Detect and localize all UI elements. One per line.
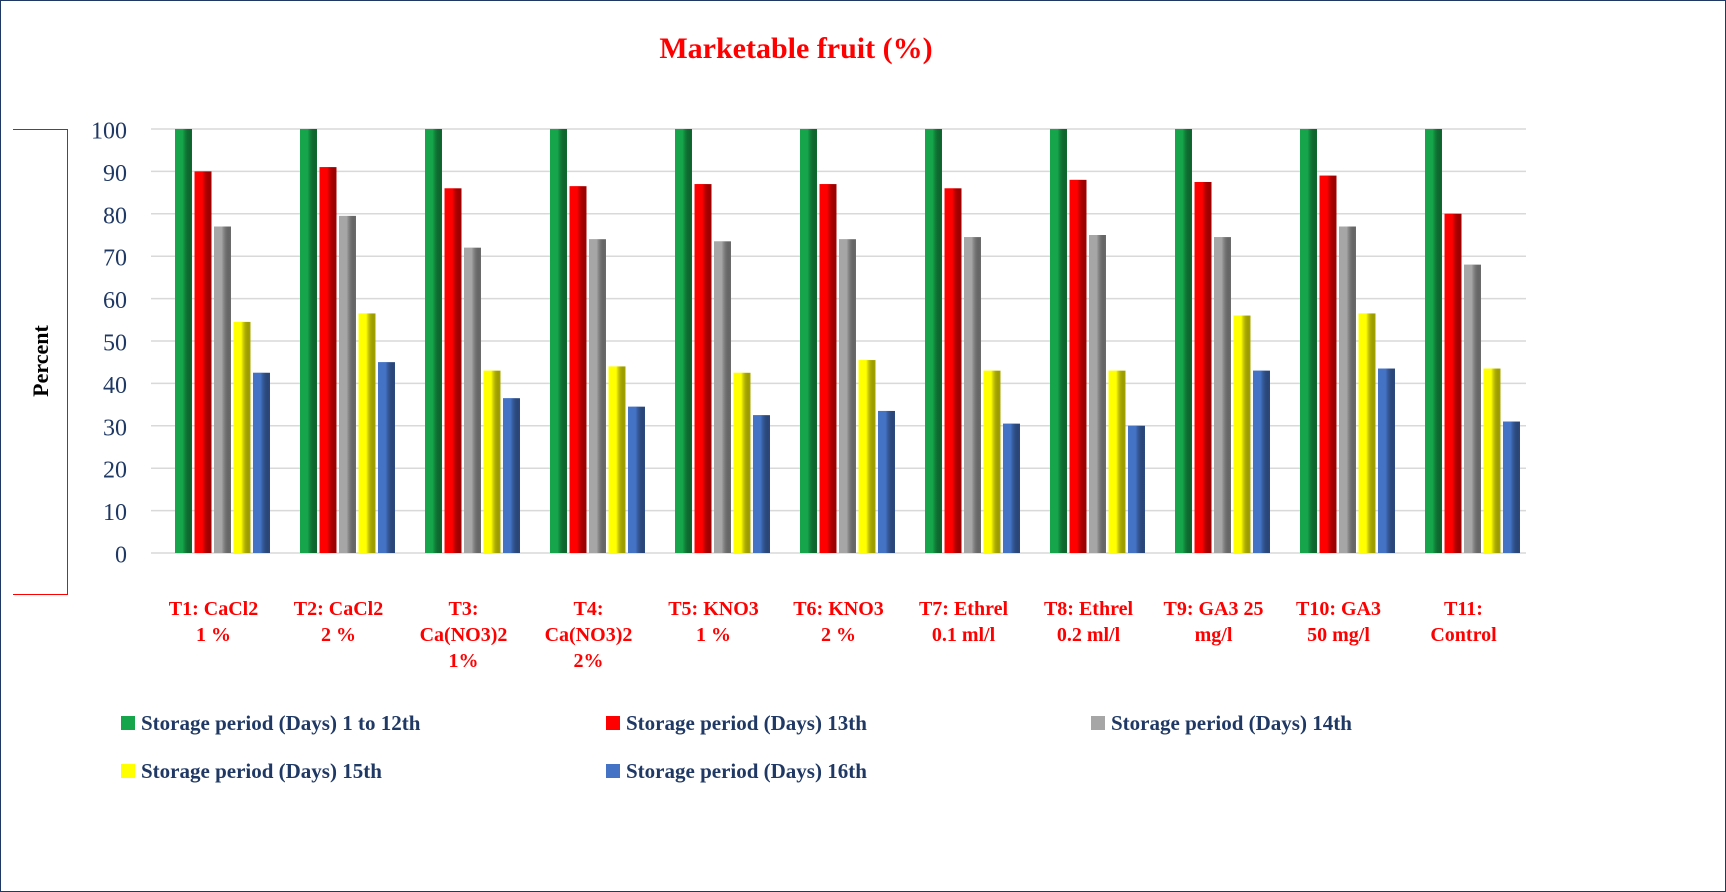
bar [1089, 235, 1106, 553]
legend: Storage period (Days) 1 to 12th Storage p… [121, 709, 1576, 785]
bar [694, 184, 712, 553]
legend-label: Storage period (Days) 13th [626, 710, 867, 735]
legend-swatch [1091, 716, 1105, 730]
bar [175, 129, 192, 553]
bar [753, 415, 770, 553]
legend-label: Storage period (Days) 15th [141, 758, 382, 783]
bar [503, 398, 520, 553]
bar [1358, 313, 1376, 553]
bar [628, 406, 645, 553]
legend-swatch [121, 716, 135, 730]
bar [550, 129, 567, 553]
bar [1444, 213, 1462, 554]
chart-title: Marketable fruit (%) [659, 32, 932, 65]
legend-item: Storage period (Days) 16th [606, 757, 1091, 785]
bar [944, 188, 962, 554]
x-tick-label: T10: GA3 50 mg/l [1296, 598, 1381, 646]
bar [1483, 368, 1501, 553]
bar [1108, 370, 1126, 553]
bar [319, 167, 337, 553]
y-tick-label: 80 [103, 203, 127, 229]
bar [858, 360, 876, 553]
x-tick-label: T4: Ca(NO3)2 2% [544, 598, 633, 672]
bar [608, 366, 626, 553]
y-tick-label: 50 [103, 331, 127, 357]
bar [800, 129, 817, 553]
bar [194, 171, 212, 553]
bar [1069, 179, 1087, 553]
x-tick-label: T3: Ca(NO3)2 1% [419, 598, 508, 672]
legend-item: Storage period (Days) 15th [121, 757, 606, 785]
bar [733, 372, 751, 553]
bar [378, 362, 395, 553]
x-tick-label: T6: KNO3 2 % [793, 598, 884, 646]
bar [233, 321, 251, 553]
y-tick-label: 30 [103, 415, 127, 441]
x-tick-label: T11: Control [1430, 598, 1497, 646]
y-tick-label: 10 [103, 500, 127, 526]
y-tick-label: 60 [103, 288, 127, 314]
bar [1175, 129, 1192, 553]
x-tick-label: T9: GA3 25 mg/l [1163, 598, 1264, 646]
bar [1233, 315, 1251, 553]
bar [1253, 370, 1270, 553]
bar [1300, 129, 1317, 553]
bar [464, 247, 481, 553]
bar [339, 215, 356, 554]
bar [1339, 226, 1356, 553]
bar [1003, 423, 1020, 553]
bar [839, 239, 856, 554]
bar [878, 410, 895, 553]
bar [1425, 129, 1442, 553]
y-tick-label: 40 [103, 373, 127, 399]
x-tick-label: T1: CaCl2 1 % [168, 598, 259, 646]
y-axis-label: Percent [28, 325, 53, 397]
legend-label: Storage period (Days) 14th [1111, 710, 1352, 735]
bar [675, 129, 692, 553]
bar [1319, 175, 1337, 553]
y-tick-label: 100 [91, 119, 127, 145]
bar [925, 129, 942, 553]
bar [1378, 368, 1395, 553]
bar [819, 184, 837, 553]
legend-item: Storage period (Days) 14th [1091, 709, 1576, 737]
legend-item: Storage period (Days) 13th [606, 709, 1091, 737]
bar [964, 237, 981, 553]
y-tick-label: 70 [103, 246, 127, 272]
bar [714, 241, 731, 554]
bar [1503, 421, 1520, 553]
bar [358, 313, 376, 553]
bar [483, 370, 501, 553]
legend-label: Storage period (Days) 1 to 12th [141, 710, 421, 735]
y-tick-label: 90 [103, 161, 127, 187]
bar [569, 186, 587, 554]
bar [425, 129, 442, 553]
y-tick-label: 0 [115, 543, 127, 569]
bar [1050, 129, 1067, 553]
legend-swatch [121, 764, 135, 778]
legend-label: Storage period (Days) 16th [626, 758, 867, 783]
legend-swatch [606, 716, 620, 730]
x-tick-label: T7: Ethrel 0.1 ml/l [918, 598, 1009, 646]
bar [983, 370, 1001, 553]
x-tick-label: T8: Ethrel 0.2 ml/l [1043, 598, 1134, 646]
bar [253, 372, 270, 553]
bar [1128, 425, 1145, 553]
y-label-box [13, 129, 68, 595]
y-tick-label: 20 [103, 458, 127, 484]
bar [444, 188, 462, 554]
bar [214, 226, 231, 553]
legend-swatch [606, 764, 620, 778]
bar [589, 239, 606, 554]
bar [1194, 182, 1212, 553]
bar [1214, 237, 1231, 553]
bar [1464, 264, 1481, 553]
x-tick-label: T2: CaCl2 2 % [293, 598, 384, 646]
x-tick-label: T5: KNO3 1 % [668, 598, 759, 646]
bar [300, 129, 317, 553]
legend-item: Storage period (Days) 1 to 12th [121, 709, 606, 737]
